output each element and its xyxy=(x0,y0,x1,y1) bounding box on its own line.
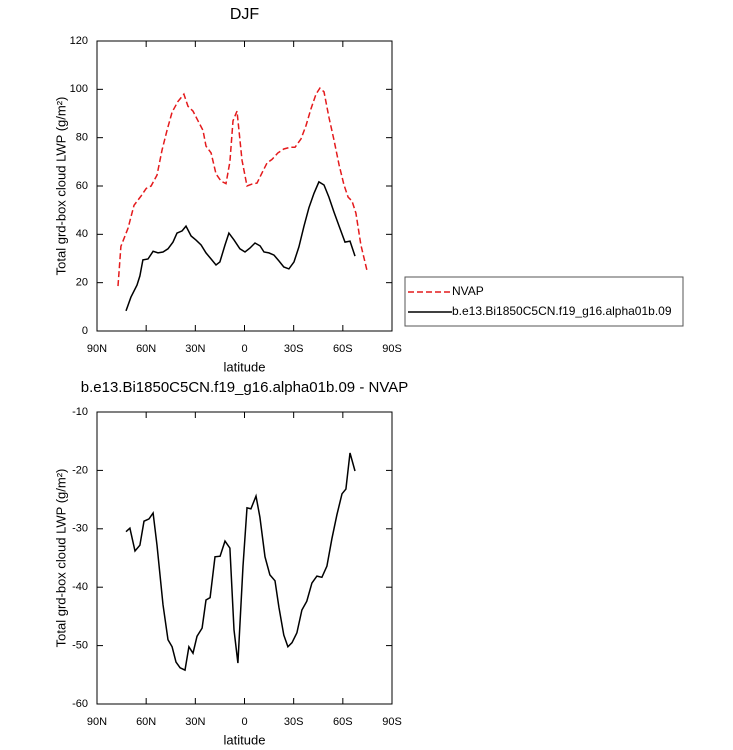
y-tick-label: 80 xyxy=(76,132,88,144)
data-line xyxy=(117,86,368,287)
x-tick-label: 30N xyxy=(185,343,205,355)
x-axis-label: latitude xyxy=(224,732,266,747)
y-tick-label: -50 xyxy=(72,640,88,652)
legend-label: NVAP xyxy=(452,284,484,298)
legend-box xyxy=(404,276,684,327)
x-tick-label: 60S xyxy=(333,343,353,355)
y-axis-label: Total grd-box cloud LWP (g/m²) xyxy=(53,97,68,276)
y-tick-label: -10 xyxy=(72,406,88,418)
x-tick-label: 30S xyxy=(284,343,304,355)
plot-frame xyxy=(96,411,393,705)
y-tick-label: -60 xyxy=(72,698,88,710)
data-line xyxy=(125,180,356,312)
x-tick-label: 30N xyxy=(185,716,205,728)
x-tick-label: 90N xyxy=(87,716,107,728)
y-tick-label: 120 xyxy=(70,35,88,47)
x-tick-label: 60S xyxy=(333,716,353,728)
legend-label: b.e13.Bi1850C5CN.f19_g16.alpha01b.09 xyxy=(452,304,672,318)
x-tick-label: 90S xyxy=(382,716,402,728)
y-tick-label: 20 xyxy=(76,277,88,289)
x-axis-label: latitude xyxy=(224,359,266,374)
x-tick-label: 30S xyxy=(284,716,304,728)
y-tick-label: -30 xyxy=(72,523,88,535)
x-tick-label: 60N xyxy=(136,716,156,728)
x-tick-label: 90N xyxy=(87,343,107,355)
chart-title: DJF xyxy=(230,6,260,23)
x-tick-label: 60N xyxy=(136,343,156,355)
y-tick-label: 40 xyxy=(76,228,88,240)
chart-title: b.e13.Bi1850C5CN.f19_g16.alpha01b.09 - N… xyxy=(81,379,408,396)
x-tick-label: 90S xyxy=(382,343,402,355)
y-tick-label: 100 xyxy=(70,83,88,95)
x-tick-label: 0 xyxy=(241,343,247,355)
plot-frame xyxy=(96,40,393,332)
data-line xyxy=(125,452,356,672)
y-axis-label: Total grd-box cloud LWP (g/m²) xyxy=(53,469,68,648)
y-tick-label: 0 xyxy=(82,325,88,337)
x-tick-label: 0 xyxy=(241,716,247,728)
y-tick-label: 60 xyxy=(76,180,88,192)
y-tick-label: -40 xyxy=(72,581,88,593)
y-tick-label: -20 xyxy=(72,464,88,476)
